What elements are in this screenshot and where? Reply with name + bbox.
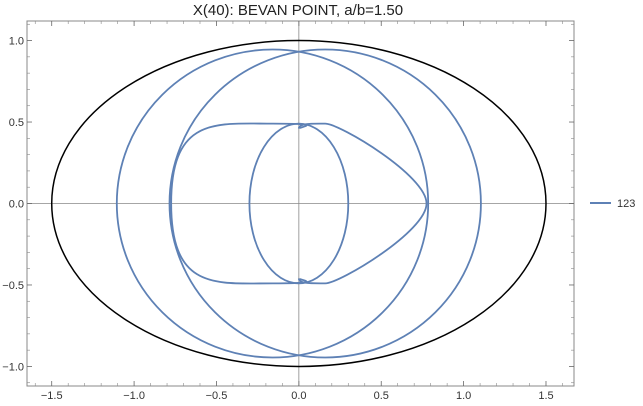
y-tick-label: 1.0 [9, 36, 24, 48]
x-tick-label: −1.0 [123, 390, 145, 402]
series-curve-arc [299, 204, 427, 284]
x-tick-label: 1.0 [456, 390, 471, 402]
y-tick-label: −1.0 [2, 361, 24, 373]
y-tick-label: −0.5 [2, 280, 24, 292]
x-tick-label: −0.5 [206, 390, 228, 402]
axes [27, 21, 574, 386]
y-tick-label: 0.5 [9, 117, 24, 129]
series-curve-arc [171, 123, 306, 203]
y-tick-label: 0.0 [9, 199, 24, 211]
series-curve-arc [299, 124, 427, 204]
legend-label: 123 [617, 198, 635, 210]
x-tick-label: −1.5 [41, 390, 63, 402]
chart-title: X(40): BEVAN POINT, a/b=1.50 [193, 2, 403, 19]
x-tick-label: 0.5 [374, 390, 389, 402]
series-curve-arc [171, 204, 306, 284]
legend: 123 [590, 198, 635, 210]
x-tick-label: 1.5 [538, 390, 553, 402]
x-tick-label: 0.0 [291, 390, 306, 402]
